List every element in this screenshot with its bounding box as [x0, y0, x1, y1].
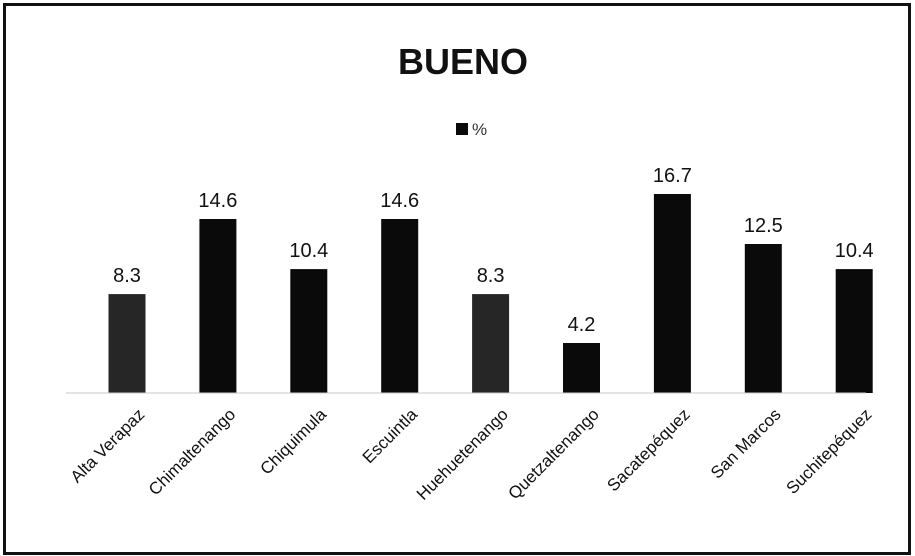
data-label-group: 8.3 14.6 10.4 14.6 8.3 4.2 16.7 12.5 10.4: [113, 165, 874, 336]
category-label: Sacatepéquez: [603, 405, 693, 495]
bar-alta-verapaz: [108, 294, 146, 393]
category-label: Suchitepéquez: [783, 405, 876, 498]
data-label: 14.6: [198, 190, 237, 212]
legend-swatch: [456, 123, 468, 135]
category-label: Chiquimula: [257, 404, 331, 478]
category-label: Alta Verapaz: [67, 405, 149, 487]
legend: %: [456, 120, 487, 139]
data-label: 4.2: [568, 314, 596, 336]
data-label: 8.3: [113, 265, 141, 287]
bar-chimaltenango: [199, 219, 237, 393]
category-label: Quetzaltenango: [504, 405, 602, 503]
bar-sacatep-quez: [653, 194, 691, 393]
chart-canvas: BUENO % 8.3 14.6 10.4 14.6 8.3 4.2 16.7 12.5 10.…: [66, 41, 876, 504]
category-label: Huehuetenango: [413, 405, 512, 504]
data-label: 12.5: [744, 215, 783, 237]
category-label: San Marcos: [707, 405, 785, 483]
bar-chiquimula: [290, 269, 328, 393]
chart-frame: BUENO % 8.3 14.6 10.4 14.6 8.3 4.2 16.7 12.5 10.…: [3, 3, 911, 555]
bar-quetzaltenango: [563, 343, 600, 393]
legend-label: %: [472, 120, 487, 139]
data-label: 10.4: [289, 240, 328, 262]
data-label: 10.4: [835, 240, 874, 262]
category-label: Chimaltenango: [145, 405, 239, 499]
data-label: 8.3: [477, 265, 505, 287]
category-label: Escuintla: [359, 404, 422, 467]
chart-title: BUENO: [398, 41, 528, 82]
data-label: 14.6: [380, 190, 419, 212]
bar-escuintla: [381, 219, 419, 393]
bar-san-marcos: [744, 244, 782, 393]
bar-huehuetenango: [472, 294, 510, 393]
bar-suchitep-quez: [835, 269, 873, 393]
data-label: 16.7: [653, 165, 692, 187]
bar-group: [108, 194, 873, 393]
